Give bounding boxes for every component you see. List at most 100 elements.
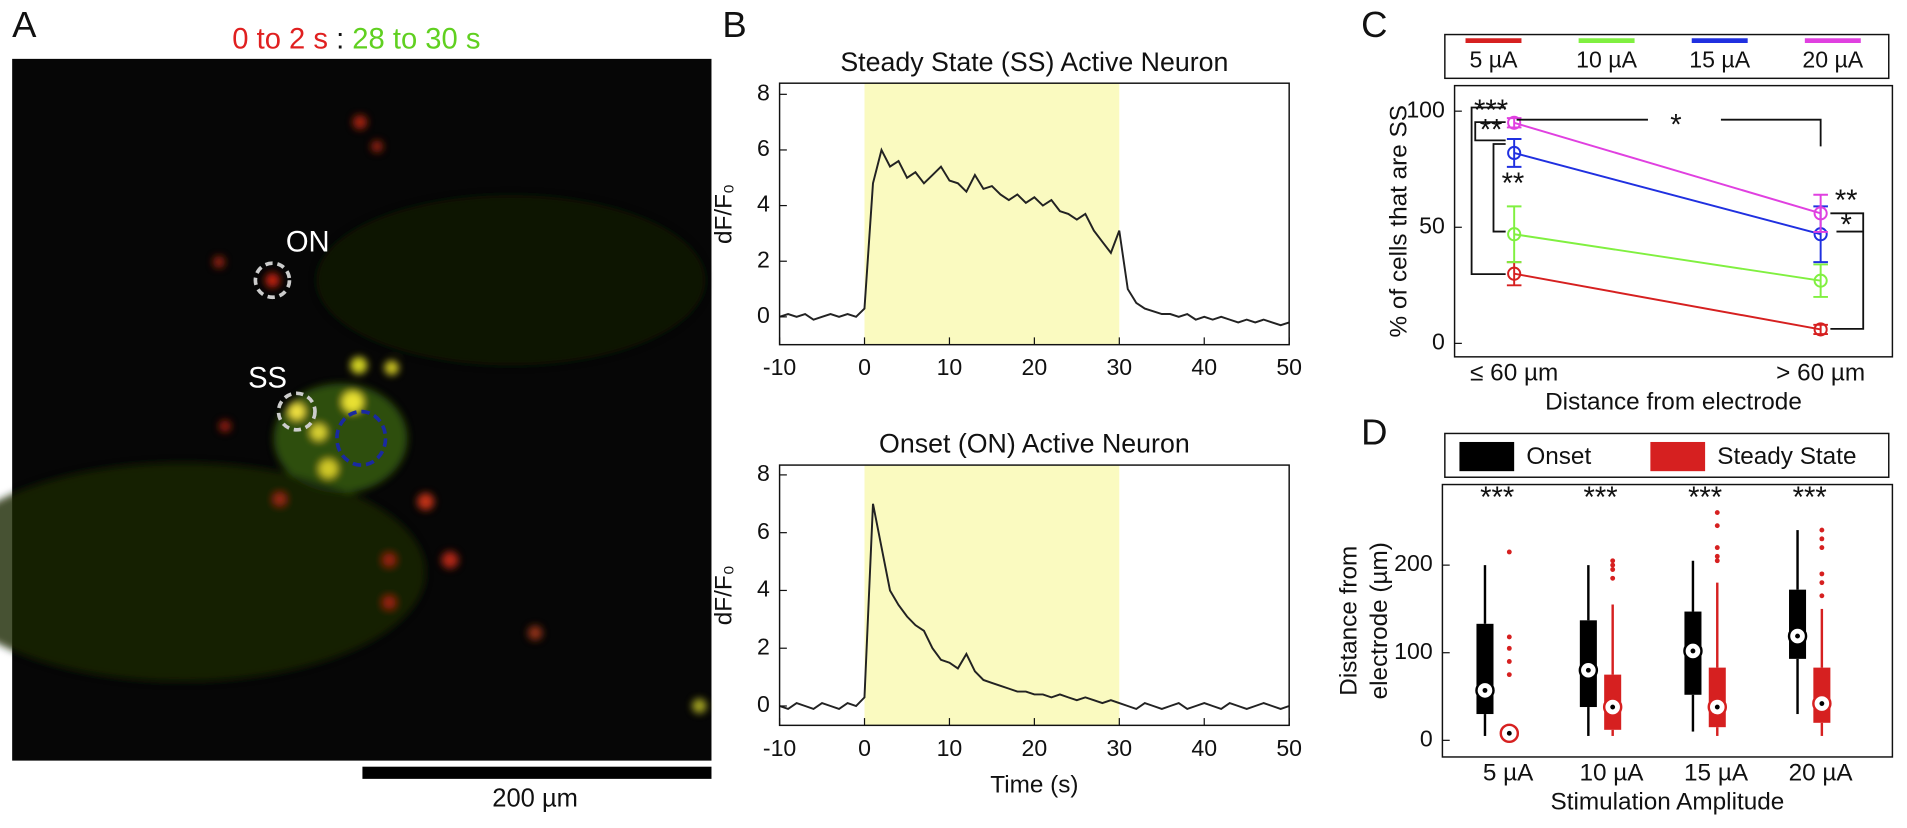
significance: *** xyxy=(1480,482,1514,514)
x-axis-label: Distance from electrode xyxy=(1545,388,1802,415)
x-tick-label: 30 xyxy=(1106,735,1132,761)
error-bar xyxy=(1506,205,1522,264)
median-dot xyxy=(1714,704,1720,710)
outlier xyxy=(1610,562,1616,568)
outlier xyxy=(1506,645,1512,651)
series-line xyxy=(1513,272,1821,331)
significance: ** xyxy=(1502,168,1525,200)
panel-a: A 0 to 2 s : 28 to 30 s ON SS 200 µm xyxy=(0,4,712,812)
stimulus-window xyxy=(864,465,1120,726)
error-bar xyxy=(1506,138,1522,168)
x-tick-label: 20 xyxy=(1022,354,1048,380)
x-tick-label: 40 xyxy=(1191,735,1217,761)
x-axis-label: Time (s) xyxy=(990,772,1078,799)
legend-label: 20 µA xyxy=(1802,46,1863,72)
stimulus-window xyxy=(864,83,1120,345)
legend-swatch xyxy=(1459,441,1515,472)
outlier xyxy=(1819,536,1825,542)
x-tick-label: 0 xyxy=(858,354,871,380)
legend-label: 10 µA xyxy=(1576,46,1637,72)
y-axis-label: electrode (µm) xyxy=(1366,542,1393,699)
significance: ** xyxy=(1480,115,1503,147)
outlier xyxy=(1506,634,1512,640)
outlier xyxy=(1819,571,1825,577)
y-tick-label: 0 xyxy=(757,691,770,717)
x-axis-label: Stimulation Amplitude xyxy=(1551,789,1785,816)
axes-frame xyxy=(1453,84,1894,358)
trace xyxy=(779,503,1290,711)
median-dot xyxy=(1610,704,1616,710)
legend-label: Onset xyxy=(1526,443,1591,470)
trace xyxy=(779,147,1290,327)
x-tick-label: 20 µA xyxy=(1789,759,1854,786)
x-tick-label: 10 xyxy=(937,354,963,380)
chart-title: Onset (ON) Active Neuron xyxy=(879,429,1190,459)
legend-swatch xyxy=(1650,441,1706,472)
panel-letter: D xyxy=(1361,411,1387,452)
panel-letter: B xyxy=(722,4,746,45)
x-tick-label: 30 xyxy=(1106,354,1132,380)
x-tick-label: 5 µA xyxy=(1483,759,1534,786)
point xyxy=(1507,145,1522,161)
outlier xyxy=(1610,558,1616,564)
panel-letter: C xyxy=(1361,4,1387,45)
roi-label: SS xyxy=(248,363,287,395)
y-tick-label: 8 xyxy=(757,79,770,105)
significance: *** xyxy=(1583,482,1617,514)
scale-label: 200 µm xyxy=(492,784,578,812)
y-axis-label: % of cells that are SS xyxy=(1385,105,1412,337)
legend-label: 5 µA xyxy=(1470,46,1519,72)
y-tick-label: 50 xyxy=(1419,212,1445,238)
outlier xyxy=(1610,567,1616,572)
median-dot xyxy=(1819,701,1825,706)
point xyxy=(1507,266,1522,281)
legend-label: Steady State xyxy=(1717,443,1856,470)
series-line xyxy=(1513,152,1821,236)
significance: *** xyxy=(1793,482,1827,514)
y-axis-label: Distance from xyxy=(1335,546,1362,696)
y-tick-label: 6 xyxy=(757,518,770,544)
x-tick-label: 20 xyxy=(1022,735,1048,761)
outlier xyxy=(1819,593,1825,599)
y-tick-label: 4 xyxy=(757,191,770,217)
y-tick-label: 0 xyxy=(1420,725,1433,751)
y-tick-label: 6 xyxy=(757,135,770,161)
outlier xyxy=(1714,523,1720,529)
x-tick-label: -10 xyxy=(763,354,796,380)
image-title: 0 to 2 s : 28 to 30 s xyxy=(232,23,480,55)
x-tick-label: ≤ 60 µm xyxy=(1470,359,1558,386)
outlier xyxy=(1506,659,1512,664)
outlier xyxy=(1819,545,1825,551)
y-tick-label: 100 xyxy=(1406,96,1445,122)
cells xyxy=(0,114,707,714)
x-tick-label: 10 xyxy=(937,735,963,761)
significance: * xyxy=(1841,209,1852,241)
roi-ss xyxy=(276,391,317,432)
roi-on xyxy=(253,261,292,300)
legend-box xyxy=(1444,432,1890,478)
point xyxy=(1813,206,1828,221)
scale-bar xyxy=(362,766,712,779)
x-tick-label: 40 xyxy=(1191,354,1217,380)
outlier xyxy=(1819,580,1825,586)
error-bar xyxy=(1813,263,1828,298)
y-axis-label: dF/F₀ xyxy=(710,184,737,244)
x-tick-label: 15 µA xyxy=(1684,759,1749,786)
chart-title: Steady State (SS) Active Neuron xyxy=(840,47,1228,77)
median-dot xyxy=(1585,667,1591,673)
legend-box xyxy=(1444,33,1890,80)
point xyxy=(1813,322,1828,337)
error-bar xyxy=(1813,193,1828,233)
legend-label: 15 µA xyxy=(1689,46,1750,72)
median-dot xyxy=(1690,648,1696,654)
y-tick-label: 0 xyxy=(1432,328,1445,354)
x-tick-label: 50 xyxy=(1276,735,1302,761)
x-tick-label: > 60 µm xyxy=(1776,359,1865,386)
y-axis-label: dF/F₀ xyxy=(710,565,737,625)
brackets xyxy=(1470,106,1865,330)
y-tick-label: 100 xyxy=(1394,638,1433,664)
y-tick-label: 2 xyxy=(757,246,770,272)
outlier xyxy=(1714,558,1720,564)
outlier xyxy=(1714,545,1720,551)
